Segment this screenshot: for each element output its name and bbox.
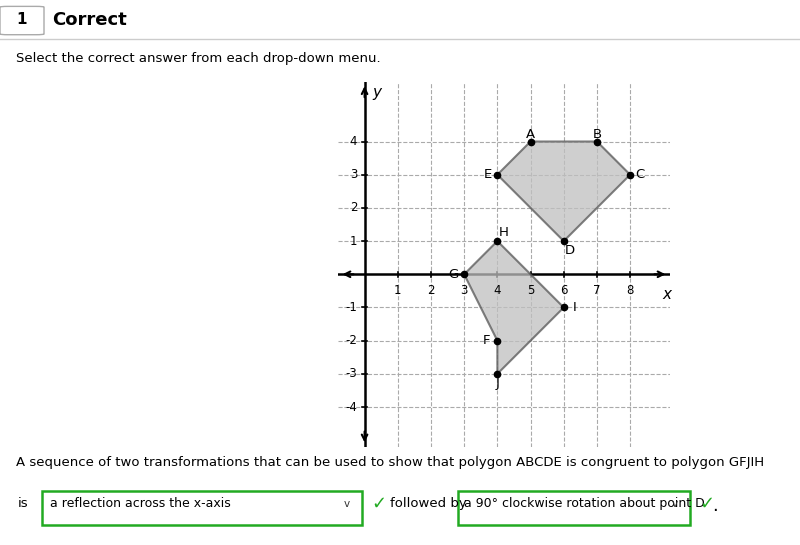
Text: D: D (565, 244, 574, 257)
Text: G: G (449, 268, 458, 281)
Text: is: is (18, 497, 28, 510)
Text: J: J (495, 377, 499, 390)
Text: B: B (592, 128, 602, 141)
Text: H: H (498, 226, 508, 239)
Text: -4: -4 (346, 401, 358, 414)
Text: ✓: ✓ (371, 494, 386, 513)
Text: 3: 3 (350, 168, 358, 181)
Text: E: E (484, 168, 492, 181)
Polygon shape (498, 142, 630, 241)
Text: 1: 1 (350, 234, 358, 247)
Text: v: v (344, 499, 350, 508)
Polygon shape (464, 241, 564, 374)
Text: -2: -2 (346, 334, 358, 347)
Text: 4: 4 (494, 283, 501, 296)
FancyBboxPatch shape (458, 490, 690, 525)
Text: 1: 1 (17, 13, 27, 27)
Text: a reflection across the x-axis: a reflection across the x-axis (50, 497, 230, 510)
Text: 7: 7 (593, 283, 601, 296)
Text: 1: 1 (394, 283, 402, 296)
Text: I: I (573, 301, 576, 314)
Text: 5: 5 (527, 283, 534, 296)
Text: followed by: followed by (390, 497, 466, 510)
Text: x: x (662, 287, 671, 302)
Text: -3: -3 (346, 367, 358, 380)
Text: Select the correct answer from each drop-down menu.: Select the correct answer from each drop… (16, 52, 381, 65)
Text: ✓: ✓ (699, 494, 714, 513)
Text: 2: 2 (427, 283, 434, 296)
Text: v: v (672, 499, 678, 508)
FancyBboxPatch shape (42, 490, 362, 525)
Text: 3: 3 (461, 283, 468, 296)
Text: 4: 4 (350, 135, 358, 148)
FancyBboxPatch shape (0, 7, 44, 35)
Text: C: C (635, 168, 644, 181)
Text: a 90° clockwise rotation about point D: a 90° clockwise rotation about point D (464, 497, 705, 510)
Text: 8: 8 (626, 283, 634, 296)
Text: A sequence of two transformations that can be used to show that polygon ABCDE is: A sequence of two transformations that c… (16, 456, 764, 469)
Text: 6: 6 (560, 283, 567, 296)
Text: 2: 2 (350, 202, 358, 214)
Text: A: A (526, 128, 535, 141)
Text: -1: -1 (346, 301, 358, 314)
Text: .: . (712, 496, 718, 515)
Text: Correct: Correct (52, 11, 126, 29)
Text: F: F (483, 334, 490, 347)
Text: y: y (372, 85, 381, 100)
